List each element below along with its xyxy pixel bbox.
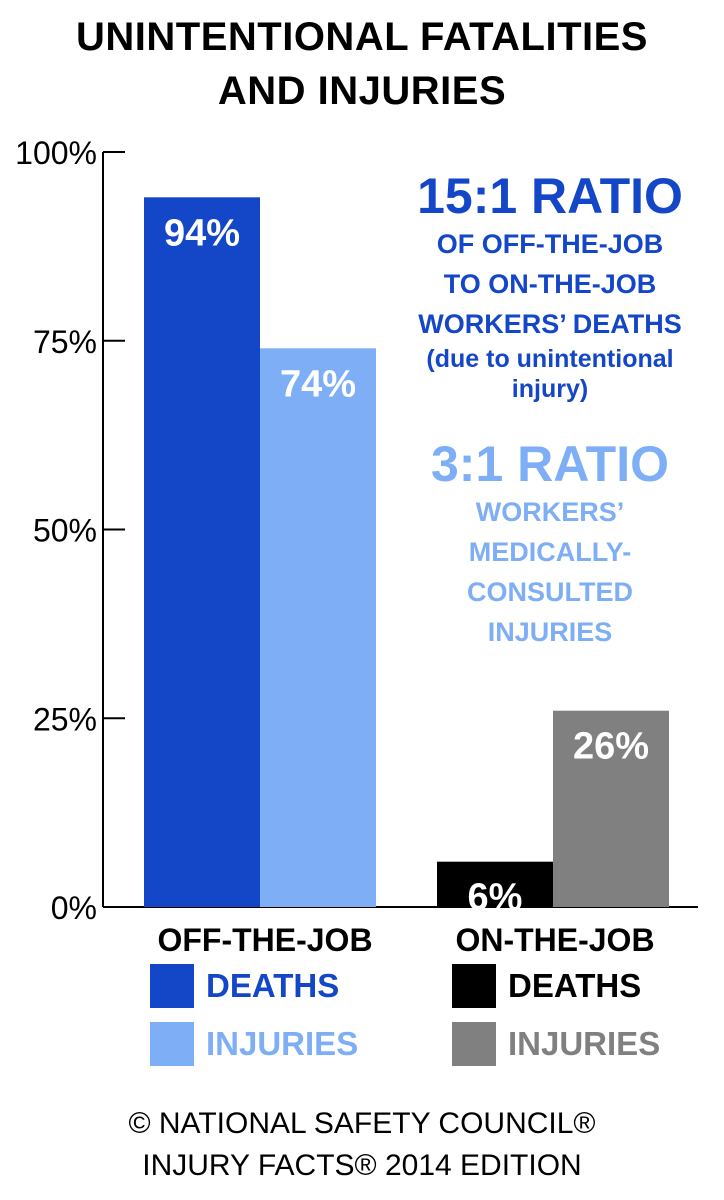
bar-on-the-job-injuries [553, 710, 669, 907]
legend-item-off-deaths: DEATHS [150, 964, 339, 1008]
category-label-off-the-job: OFF-THE-JOB [157, 922, 373, 958]
legend-item-off-injuries: INJURIES [150, 1022, 358, 1066]
deaths-ratio-value: 15:1 RATIO [417, 168, 683, 224]
copyright-line: © NATIONAL SAFETY COUNCIL® [128, 1107, 596, 1140]
y-tick-label: 50% [33, 513, 97, 549]
deaths-ratio-annotation: 15:1 RATIO OF OFF-THE-JOB TO ON-THE-JOB … [400, 168, 700, 404]
bar-value-label: 26% [573, 726, 649, 768]
injuries-ratio-text: INJURIES [487, 617, 613, 647]
injuries-ratio-text: WORKERS’ [475, 497, 625, 527]
legend-item-on-deaths: DEATHS [452, 964, 641, 1008]
deaths-ratio-note: (due to unintentional [426, 345, 674, 373]
deaths-ratio-text: TO ON-THE-JOB [443, 269, 657, 299]
bar-off-the-job-injuries [260, 348, 376, 907]
injuries-ratio-value: 3:1 RATIO [431, 436, 669, 492]
legend-swatch [452, 1022, 496, 1066]
category-label-on-the-job: ON-THE-JOB [455, 922, 655, 958]
injuries-ratio-text: MEDICALLY- [468, 537, 632, 567]
y-tick-label: 0% [51, 890, 97, 920]
legend-swatch [150, 964, 194, 1008]
bar-value-label: 74% [280, 363, 356, 405]
legend-swatch [150, 1022, 194, 1066]
bar-value-label: 6% [468, 877, 523, 919]
chart-title-line-2: AND INJURIES [217, 69, 507, 113]
legend-item-on-injuries: INJURIES [452, 1022, 660, 1066]
legend-label: INJURIES [206, 1025, 359, 1062]
y-tick-label: 75% [33, 324, 97, 360]
legend-label: DEATHS [206, 967, 340, 1004]
bar-value-label: 94% [164, 212, 240, 254]
bar-on-the-job-deaths [437, 861, 553, 907]
y-tick-label: 25% [33, 701, 97, 737]
y-tick-label: 100% [15, 135, 97, 171]
legend-label: DEATHS [508, 967, 642, 1004]
bar-chart: 0% 25% 50% 75% 100% 94% 74% 6% 26% [15, 135, 698, 920]
edition-line: INJURY FACTS® 2014 EDITION [142, 1149, 582, 1182]
injuries-ratio-annotation: 3:1 RATIO WORKERS’ MEDICALLY- CONSULTED … [400, 436, 700, 652]
chart-title-line-1: UNINTENTIONAL FATALITIES [76, 15, 648, 59]
deaths-ratio-note: injury) [511, 375, 589, 403]
deaths-ratio-text: WORKERS’ DEATHS [418, 309, 682, 339]
legend-label: INJURIES [508, 1025, 661, 1062]
legend-swatch [452, 964, 496, 1008]
injuries-ratio-text: CONSULTED [467, 577, 633, 607]
deaths-ratio-text: OF OFF-THE-JOB [436, 229, 664, 259]
bar-off-the-job-deaths [144, 197, 260, 908]
